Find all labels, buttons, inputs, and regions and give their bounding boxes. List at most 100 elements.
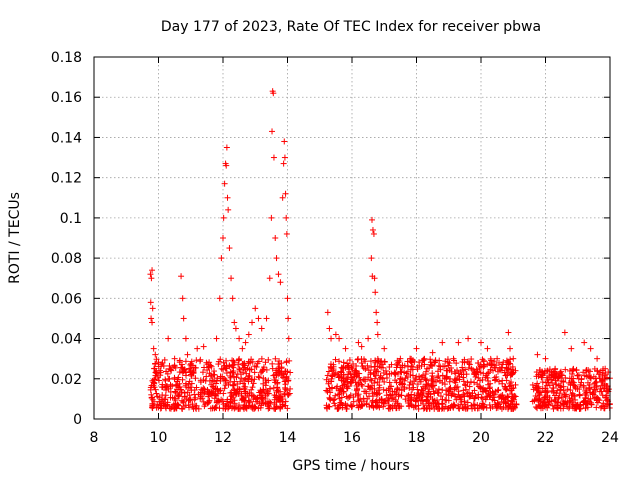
data-point xyxy=(241,362,248,369)
data-point xyxy=(508,397,515,404)
data-point xyxy=(542,388,549,395)
data-point xyxy=(165,375,172,382)
data-point xyxy=(570,401,577,408)
data-point xyxy=(573,405,580,412)
data-point xyxy=(398,381,405,388)
data-point xyxy=(350,360,357,367)
data-point xyxy=(182,335,189,342)
data-point xyxy=(272,377,279,384)
data-point xyxy=(362,378,369,385)
data-point xyxy=(205,388,212,395)
data-point xyxy=(340,359,347,366)
data-point xyxy=(552,371,559,378)
data-point xyxy=(197,358,204,365)
data-point xyxy=(439,386,446,393)
data-point xyxy=(280,160,287,167)
data-point xyxy=(255,373,262,380)
data-point xyxy=(360,395,367,402)
data-point xyxy=(488,361,495,368)
data-point xyxy=(328,365,335,372)
data-point xyxy=(192,364,199,371)
data-point xyxy=(182,358,189,365)
data-point xyxy=(461,391,468,398)
data-point xyxy=(478,339,484,346)
data-point xyxy=(350,398,357,405)
data-point xyxy=(218,255,225,262)
data-point xyxy=(413,374,420,381)
data-point xyxy=(152,372,159,379)
data-point xyxy=(407,355,414,362)
data-point xyxy=(234,380,241,387)
data-point xyxy=(287,369,294,376)
data-point xyxy=(374,398,381,405)
data-point xyxy=(244,365,251,372)
data-point xyxy=(172,381,179,388)
data-point xyxy=(181,389,188,396)
data-point xyxy=(227,399,234,406)
data-points xyxy=(147,88,613,412)
data-point xyxy=(171,355,178,362)
data-point xyxy=(421,375,428,382)
data-point xyxy=(184,389,191,396)
data-point xyxy=(258,325,265,332)
data-point xyxy=(148,275,155,282)
data-point xyxy=(368,216,375,223)
data-point xyxy=(448,368,455,375)
data-point xyxy=(245,358,252,365)
data-point xyxy=(240,380,247,387)
data-point xyxy=(355,370,362,377)
data-point xyxy=(176,369,183,376)
data-point xyxy=(355,391,362,398)
data-point xyxy=(239,345,246,352)
data-point xyxy=(451,384,458,391)
data-point xyxy=(503,377,510,384)
data-point xyxy=(557,402,564,409)
data-point xyxy=(152,386,159,393)
data-point xyxy=(204,361,211,368)
data-point xyxy=(415,389,422,396)
data-point xyxy=(459,404,466,411)
data-point xyxy=(335,372,342,379)
data-point xyxy=(260,364,267,371)
data-point xyxy=(454,375,461,382)
data-point xyxy=(414,381,421,388)
data-point xyxy=(245,378,252,385)
data-point xyxy=(453,384,460,391)
data-point xyxy=(455,339,462,346)
data-point xyxy=(569,367,576,374)
data-point xyxy=(324,309,331,316)
data-point xyxy=(344,385,351,392)
data-point xyxy=(243,403,250,410)
data-point xyxy=(237,405,244,412)
data-point xyxy=(250,380,257,387)
data-point xyxy=(545,379,552,386)
data-point xyxy=(550,384,557,391)
data-point xyxy=(412,403,419,410)
data-point xyxy=(416,394,423,401)
data-point xyxy=(236,365,243,372)
data-point xyxy=(327,378,334,385)
data-point xyxy=(219,373,226,380)
data-point xyxy=(466,360,473,367)
data-point xyxy=(183,395,190,402)
data-point xyxy=(532,392,539,399)
data-point xyxy=(446,385,453,392)
data-point xyxy=(539,379,546,386)
data-point xyxy=(154,393,161,400)
data-point xyxy=(162,403,169,410)
data-point xyxy=(256,374,263,381)
data-point xyxy=(600,405,607,412)
data-point xyxy=(507,345,514,352)
data-point xyxy=(599,377,606,384)
data-point xyxy=(513,401,520,408)
data-point xyxy=(466,393,473,400)
data-point xyxy=(421,404,428,411)
data-point xyxy=(192,405,199,412)
data-point xyxy=(178,364,185,371)
data-point xyxy=(218,365,225,372)
x-tick-label: 8 xyxy=(90,430,99,446)
data-point xyxy=(396,386,403,393)
data-point xyxy=(251,363,258,370)
data-point xyxy=(355,397,362,404)
